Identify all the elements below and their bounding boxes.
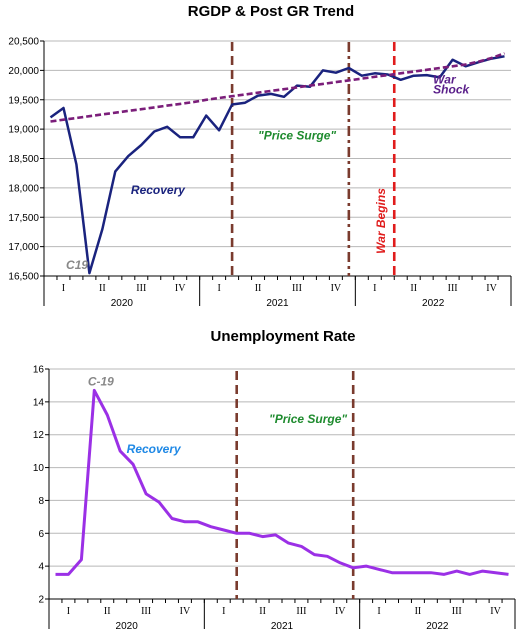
x-tick-label: IV bbox=[331, 283, 342, 294]
y-tick-label: 4 bbox=[38, 562, 44, 573]
annotation: Recovery bbox=[131, 183, 186, 197]
y-tick-label: 19,500 bbox=[8, 95, 39, 106]
year-label: 2020 bbox=[111, 298, 134, 309]
x-tick-label: I bbox=[222, 606, 225, 617]
annotation: C19 bbox=[66, 258, 88, 272]
x-tick-label: IV bbox=[486, 283, 497, 294]
x-tick-label: IV bbox=[490, 606, 501, 617]
y-tick-label: 20,000 bbox=[8, 66, 39, 77]
x-tick-label: I bbox=[373, 283, 376, 294]
x-tick-label: III bbox=[452, 606, 462, 617]
x-tick-label: II bbox=[255, 283, 262, 294]
y-tick-label: 6 bbox=[38, 529, 44, 540]
y-tick-label: 18,500 bbox=[8, 154, 39, 165]
x-tick-label: III bbox=[296, 606, 306, 617]
annotation: War bbox=[433, 72, 457, 86]
x-tick-label: I bbox=[377, 606, 380, 617]
y-tick-label: 2 bbox=[38, 595, 44, 606]
annotation-war-begins: War Begins bbox=[374, 188, 388, 254]
trend-line bbox=[50, 52, 505, 123]
x-tick-label: II bbox=[259, 606, 266, 617]
y-tick-label: 14 bbox=[33, 397, 45, 408]
x-tick-label: II bbox=[415, 606, 422, 617]
annotation: "Price Surge" bbox=[269, 412, 347, 426]
x-tick-label: III bbox=[292, 283, 302, 294]
x-tick-label: IV bbox=[335, 606, 346, 617]
annotation: Shock bbox=[433, 82, 470, 96]
x-tick-label: III bbox=[141, 606, 151, 617]
series-line bbox=[49, 55, 505, 275]
y-tick-label: 16 bbox=[33, 365, 45, 376]
x-tick-label: II bbox=[104, 606, 111, 617]
year-label: 2022 bbox=[426, 621, 449, 632]
annotation: "Price Surge" bbox=[258, 129, 336, 143]
y-tick-label: 18,000 bbox=[8, 183, 39, 194]
x-tick-label: II bbox=[99, 283, 106, 294]
y-tick-label: 10 bbox=[33, 463, 45, 474]
x-tick-label: IV bbox=[175, 283, 186, 294]
x-tick-label: I bbox=[67, 606, 70, 617]
y-tick-label: 12 bbox=[33, 430, 45, 441]
year-label: 2021 bbox=[271, 621, 294, 632]
annotation: Recovery bbox=[127, 442, 182, 456]
year-label: 2021 bbox=[266, 298, 289, 309]
y-tick-label: 17,500 bbox=[8, 213, 39, 224]
y-tick-label: 8 bbox=[38, 496, 44, 507]
x-tick-label: III bbox=[136, 283, 146, 294]
year-label: 2022 bbox=[422, 298, 445, 309]
x-tick-label: IV bbox=[180, 606, 191, 617]
annotation: C-19 bbox=[88, 374, 114, 388]
chart-title: Unemployment Rate bbox=[210, 328, 355, 345]
y-tick-label: 19,000 bbox=[8, 125, 39, 136]
rgdp-chart: RGDP & Post GR Trend 16,500 17,000 17,500 18… bbox=[8, 3, 512, 309]
x-tick-label: II bbox=[410, 283, 417, 294]
x-tick-label: I bbox=[217, 283, 220, 294]
chart-title: RGDP & Post GR Trend bbox=[188, 3, 354, 20]
y-tick-label: 17,000 bbox=[8, 242, 39, 253]
y-tick-label: 20,500 bbox=[8, 37, 39, 48]
year-label: 2020 bbox=[116, 621, 139, 632]
x-tick-label: I bbox=[62, 283, 65, 294]
series-line bbox=[55, 388, 509, 576]
x-tick-label: III bbox=[448, 283, 458, 294]
y-tick-label: 16,500 bbox=[8, 272, 39, 283]
